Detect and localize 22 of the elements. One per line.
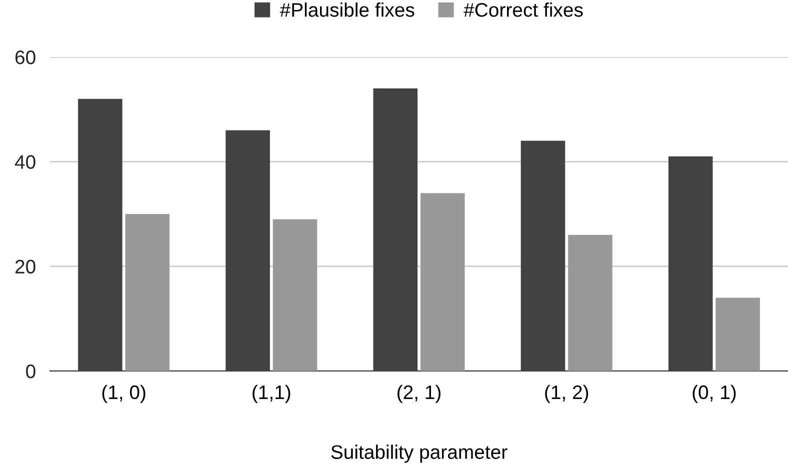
bar: [373, 88, 418, 371]
x-tick-label: (1,1): [252, 384, 290, 404]
y-tick-label: 40: [14, 155, 36, 169]
bar: [520, 140, 566, 371]
bar: [668, 156, 713, 371]
x-axis-title: Suitability parameter: [331, 444, 508, 463]
bar: [78, 98, 122, 371]
bar: [272, 219, 318, 371]
x-tick-label: (1, 2): [545, 384, 588, 404]
x-tick-label: (1, 0): [102, 384, 146, 404]
x-tick-label: (0, 1): [692, 384, 736, 404]
legend-label: #Correct fixes: [464, 2, 583, 17]
bar: [125, 214, 170, 371]
y-tick-label: 20: [15, 260, 36, 274]
x-tick-label: (2, 1): [398, 384, 440, 404]
legend-label: #Plausible fixes: [280, 2, 414, 17]
bar: [226, 130, 270, 371]
y-tick-label: 60: [15, 50, 36, 64]
bar: [420, 193, 465, 371]
bar: [568, 234, 612, 371]
bar: [716, 298, 760, 371]
y-tick-label: 0: [26, 364, 36, 378]
